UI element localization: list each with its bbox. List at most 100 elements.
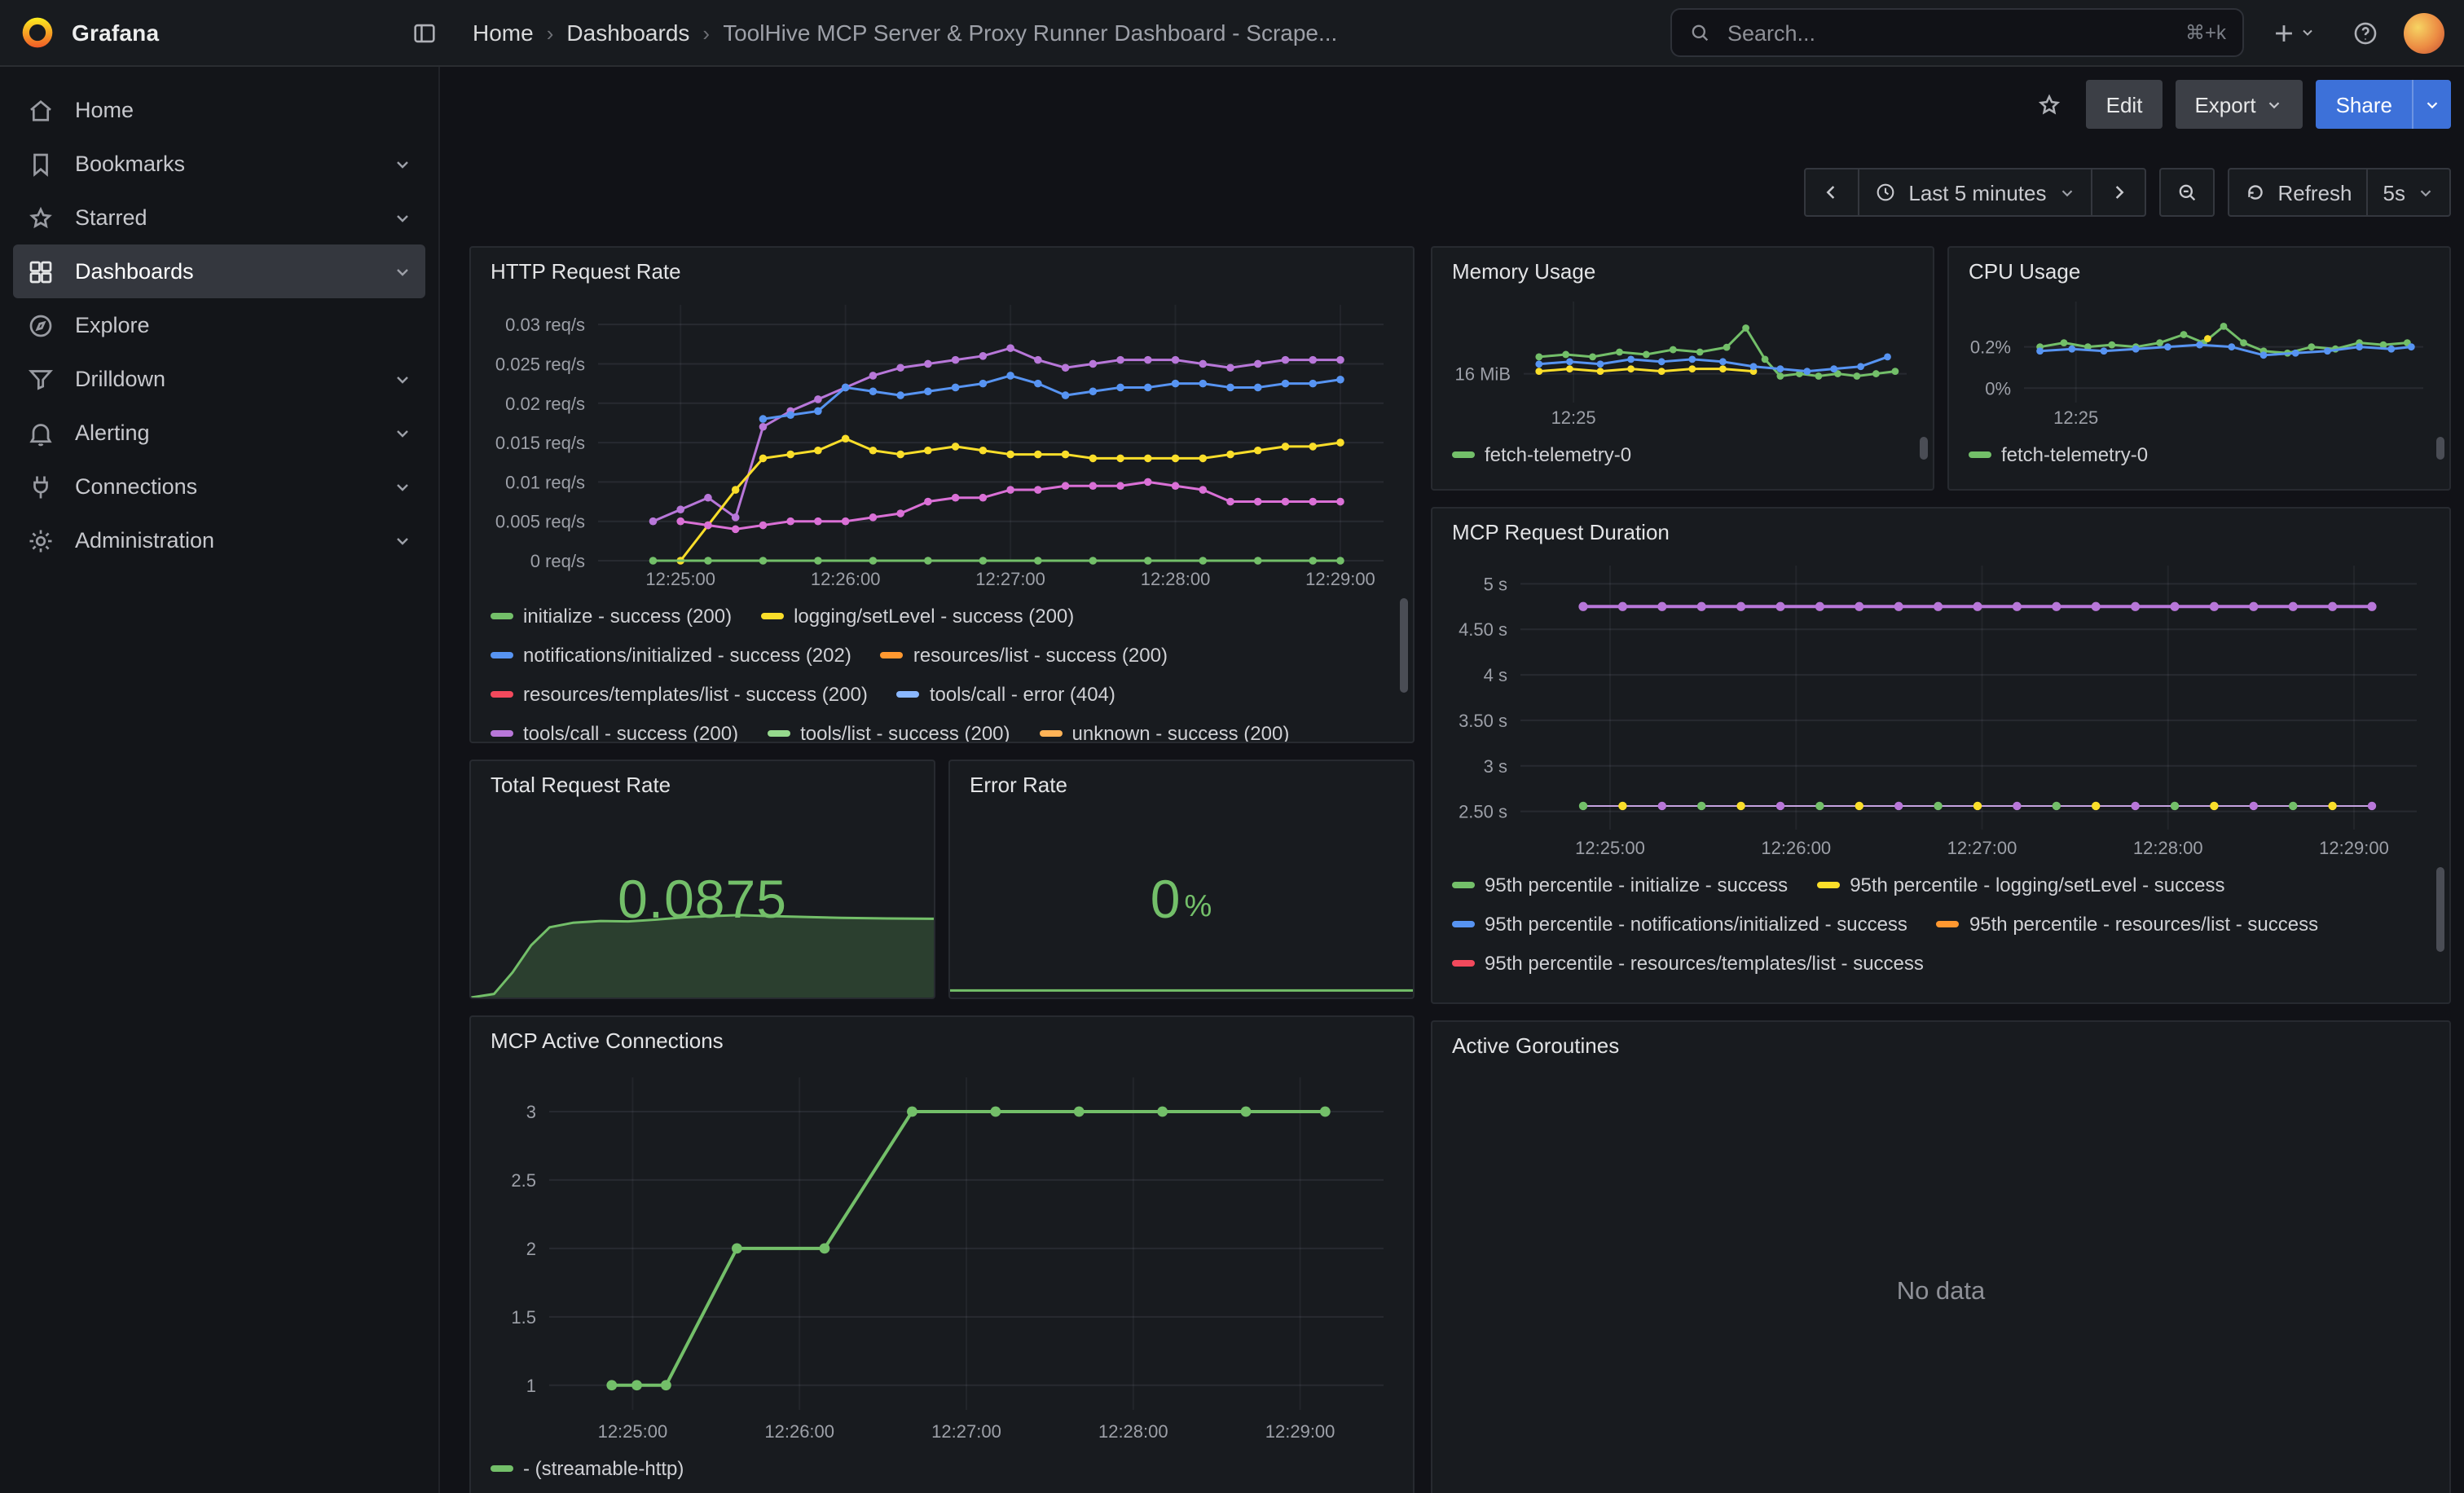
star-button[interactable] [2025,80,2074,129]
panel-title[interactable]: Total Request Rate [491,773,671,797]
svg-text:2.5: 2.5 [511,1170,536,1191]
refresh-interval-picker[interactable]: 5s [2366,170,2449,215]
chevron-down-icon[interactable] [393,262,412,281]
brand-title: Grafana [72,20,160,46]
svg-text:0.01 req/s: 0.01 req/s [505,472,585,492]
legend-scrollbar[interactable] [2436,867,2444,952]
edit-button[interactable]: Edit [2086,80,2163,129]
legend-swatch [880,652,904,658]
add-button[interactable] [2260,10,2325,55]
time-forward-button[interactable] [2090,170,2144,215]
legend-scrollbar[interactable] [1920,437,1928,460]
legend-item[interactable]: logging/setLevel - success (200) [761,597,1074,636]
refresh-icon [2247,185,2263,200]
breadcrumb-item[interactable]: ToolHive MCP Server & Proxy Runner Dashb… [723,20,1338,46]
top-nav: Grafana Home › Dashboards › ToolHive MCP Ser… [0,0,2464,67]
sidebar-item-drilldown[interactable]: Drilldown [13,352,425,406]
svg-text:12:25:00: 12:25:00 [645,569,715,589]
legend-item[interactable]: resources/templates/list - success (200) [491,675,868,714]
sidebar-item-administration[interactable]: Administration [13,513,425,567]
chevron-down-icon[interactable] [393,423,412,443]
sidebar-toggle-icon[interactable] [401,10,447,55]
sidebar-item-connections[interactable]: Connections [13,460,425,513]
svg-text:12:29:00: 12:29:00 [1265,1421,1335,1442]
zoom-out-button[interactable] [2158,168,2215,217]
legend-scrollbar[interactable] [1400,598,1408,693]
sidebar-item-bookmarks[interactable]: Bookmarks [13,137,425,191]
legend-item[interactable]: initialize - success (200) [491,597,732,636]
time-range-picker[interactable]: Last 5 minutes [1858,170,2090,215]
chevron-down-icon[interactable] [393,531,412,550]
legend-item[interactable]: notifications/initialized - success (202… [491,636,851,675]
panel-title[interactable]: HTTP Request Rate [491,259,681,284]
export-button[interactable]: Export [2175,80,2303,129]
question-icon [2353,21,2376,44]
legend-item[interactable]: resources/list - success (200) [880,636,1168,675]
legend-item[interactable]: tools/call - error (404) [896,675,1115,714]
chevron-down-icon[interactable] [393,369,412,389]
share-menu-button[interactable] [2412,80,2451,129]
legend-item[interactable]: fetch-telemetry-0 [1969,435,2148,474]
sidebar-item-starred[interactable]: Starred [13,191,425,244]
search-input[interactable]: ⌘+k [1670,8,2244,57]
mcp-active-connections-chart[interactable]: 1 1.5 2 2.5 3 12:25:00 12:26:00 12:27:00 12:28:0… [477,1058,1406,1446]
chevron-down-icon [2427,101,2438,108]
legend: - (streamable-http) [471,1446,1413,1493]
sidebar-item-label: Bookmarks [75,152,186,176]
svg-text:12:26:00: 12:26:00 [1761,838,1831,858]
panel-title[interactable]: Memory Usage [1452,259,1596,284]
legend-swatch [1817,882,1841,888]
avatar[interactable] [2404,12,2444,53]
time-controls: Last 5 minutes Refresh 5 [469,168,2451,217]
legend-item[interactable]: 95th percentile - resources/list - succe… [1936,905,2318,944]
legend-item[interactable]: 95th percentile - logging/setLevel - suc… [1817,865,2224,905]
chevron-down-icon[interactable] [393,477,412,496]
svg-text:3: 3 [526,1102,536,1122]
sidebar-item-label: Connections [75,474,198,499]
legend-item[interactable]: fetch-telemetry-0 [1452,435,1631,474]
legend-item[interactable]: 95th percentile - notifications/initiali… [1452,905,1907,944]
cpu-usage-chart[interactable]: 0.2% 0% 12:25 [1956,288,2443,432]
sidebar-item-explore[interactable]: Explore [13,298,425,352]
time-back-button[interactable] [1806,170,1858,215]
svg-text:12:25: 12:25 [1551,407,1596,428]
legend-item[interactable]: tools/list - success (200) [768,714,1010,742]
sidebar-item-home[interactable]: Home [13,83,425,137]
share-group: Share [2316,80,2451,129]
legend-item[interactable]: 95th percentile - initialize - success [1452,865,1788,905]
sidebar-item-alerting[interactable]: Alerting [13,406,425,460]
mcp-request-duration-chart[interactable]: 2.50 s 3 s 3.50 s 4 s 4.50 s 5 s 12:25:00 12:26… [1439,549,2443,862]
share-button[interactable]: Share [2316,80,2412,129]
panel-title[interactable]: Error Rate [970,773,1067,797]
panel-memory-usage: Memory Usage 16 MiB 12:25 fetch-telemetry… [1431,246,1934,491]
sidebar-item-label: Drilldown [75,367,166,391]
breadcrumb-item[interactable]: Dashboards [566,20,690,46]
panel-title[interactable]: Active Goroutines [1452,1033,1620,1058]
memory-usage-chart[interactable]: 16 MiB 12:25 [1439,288,1926,432]
legend-item[interactable]: 95th percentile - resources/templates/li… [1452,944,1924,983]
legend-item[interactable]: tools/call - success (200) [491,714,738,742]
svg-text:0.025 req/s: 0.025 req/s [495,354,585,374]
panel-cpu-usage: CPU Usage 0.2% 0% 12:25 fetch-telemetry-0 [1947,246,2451,491]
legend-item[interactable]: - (streamable-http) [491,1449,684,1488]
legend-item[interactable]: unknown - success (200) [1039,714,1289,742]
breadcrumb-item[interactable]: Home [473,20,534,46]
sidebar-item-dashboards[interactable]: Dashboards [13,244,425,298]
refresh-button[interactable]: Refresh [2229,170,2366,215]
search-field[interactable] [1724,19,2172,46]
legend-swatch [768,730,791,737]
grafana-logo[interactable] [20,15,55,51]
sidebar-item-label: Explore [75,313,150,337]
svg-text:0.015 req/s: 0.015 req/s [495,433,585,453]
search-icon [1692,24,1709,42]
chevron-down-icon[interactable] [393,154,412,174]
help-button[interactable] [2342,10,2387,55]
http-request-rate-chart[interactable]: 0 req/s 0.005 req/s 0.01 req/s 0.015 req/s 0… [477,288,1406,593]
svg-text:12:25:00: 12:25:00 [598,1421,668,1442]
panel-title[interactable]: MCP Active Connections [491,1028,724,1053]
chevron-down-icon[interactable] [393,208,412,227]
panel-title[interactable]: CPU Usage [1969,259,2081,284]
svg-text:0 req/s: 0 req/s [530,551,585,571]
panel-title[interactable]: MCP Request Duration [1452,520,1670,544]
legend-scrollbar[interactable] [2436,437,2444,460]
